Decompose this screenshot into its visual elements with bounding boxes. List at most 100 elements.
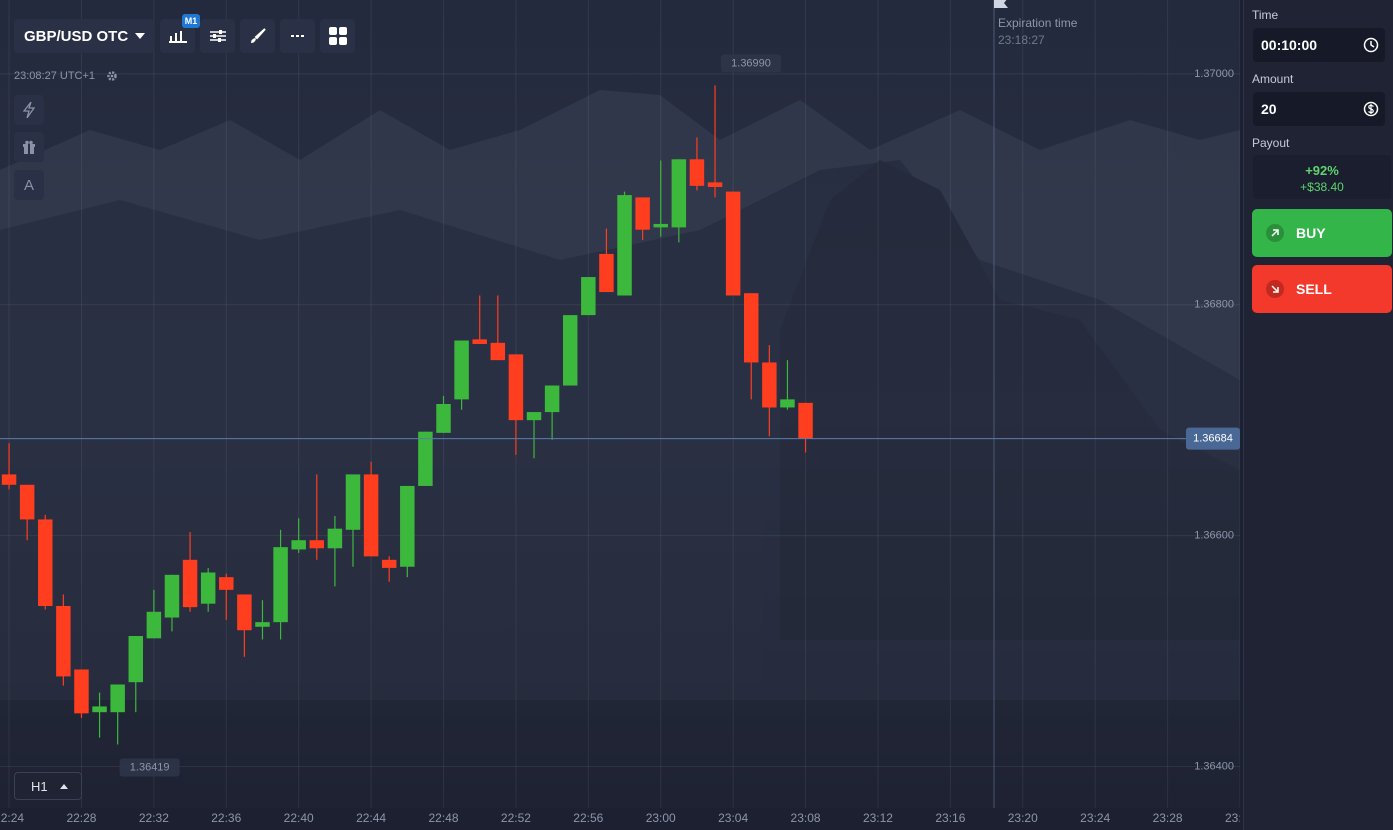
candle-body [472, 339, 487, 344]
candle-body [219, 577, 234, 590]
x-tick-label: 23:24 [1080, 811, 1110, 825]
x-tick-label: 23:32 [1225, 811, 1240, 825]
x-tick-label: 23:28 [1153, 811, 1183, 825]
candle-body [617, 195, 632, 296]
quick-trade-tool[interactable] [14, 95, 44, 125]
amount-input[interactable]: 20 [1253, 92, 1385, 126]
candle-body [92, 706, 107, 713]
candle-body [182, 559, 198, 608]
sell-icon [1266, 280, 1284, 298]
x-tick-label: 22:36 [211, 811, 241, 825]
candle-body [454, 340, 469, 400]
time-input[interactable]: 00:10:00 [1253, 28, 1385, 62]
expiration-label: Expiration time [998, 16, 1078, 30]
candle-body [164, 574, 180, 618]
buy-icon [1266, 224, 1284, 242]
time-axis-band [0, 808, 1240, 830]
x-tick-label: 22:32 [139, 811, 169, 825]
x-tick-label: 23:16 [935, 811, 965, 825]
dropdown-caret [135, 33, 146, 39]
payout-amount: +$38.40 [1300, 180, 1344, 194]
candle-body [707, 182, 723, 187]
sell-button[interactable]: SELL [1252, 265, 1392, 313]
clock-icon [1363, 37, 1379, 53]
bonus-tool[interactable] [14, 132, 44, 162]
candle-body [381, 559, 397, 568]
x-tick-label: 22:56 [573, 811, 603, 825]
settings-icon[interactable] [107, 71, 117, 81]
candles [1, 85, 813, 745]
candle-body [1, 474, 17, 485]
candle-body [74, 669, 89, 714]
x-tick-label: 22:40 [284, 811, 314, 825]
buy-text: BUY [1296, 225, 1326, 241]
mountain-backdrop [0, 90, 1240, 700]
candle-body [744, 293, 759, 363]
sell-text: SELL [1296, 281, 1332, 297]
y-tick-label: 1.36600 [1194, 529, 1234, 541]
interval-selector[interactable]: H1 [14, 772, 82, 800]
candle-body [508, 354, 524, 421]
icon [168, 31, 187, 43]
more-button[interactable] [280, 19, 315, 53]
x-tick-label: 22:48 [428, 811, 458, 825]
buy-button[interactable]: BUY [1252, 209, 1392, 257]
current-price-badge [1186, 427, 1240, 450]
candle-body [255, 622, 270, 627]
x-tick-label: 23:00 [646, 811, 676, 825]
pair-selector[interactable]: GBP/USD OTC [14, 19, 154, 53]
x-tick-label: 23:20 [1008, 811, 1038, 825]
icon [290, 35, 304, 37]
candle-body [128, 636, 144, 683]
candle-body [146, 611, 162, 639]
payout-label: Payout [1252, 136, 1290, 150]
expiration-flag [994, 0, 1008, 8]
amount-value: 20 [1261, 101, 1277, 117]
icon [23, 140, 35, 154]
currency-icon [1363, 101, 1379, 117]
icon [328, 27, 347, 45]
candle-body [544, 385, 560, 413]
candle-body [689, 159, 705, 186]
candle-body [653, 223, 668, 228]
chart: Expiration time 23:18:27 22:24 22:28 22:32… [0, 0, 1240, 830]
icon [250, 28, 266, 43]
candle-body [19, 484, 35, 520]
candle-body [237, 594, 252, 631]
timeframe-badge: M1 [182, 14, 200, 28]
x-tick-label: 23:04 [718, 811, 748, 825]
candle-body [436, 404, 451, 433]
min-price-badge [119, 758, 180, 777]
layout-button[interactable] [320, 19, 355, 53]
candle-body [562, 315, 578, 386]
candle-body [418, 431, 433, 486]
candle-body [671, 159, 687, 228]
time-label: Time [1252, 8, 1279, 22]
candle-body [56, 606, 71, 677]
expiration-time: 23:18:27 [998, 33, 1045, 47]
server-clock: 23:08:27 UTC+1 [14, 70, 117, 82]
trade-panel [1243, 0, 1393, 830]
candle-body [526, 412, 542, 421]
payout-box: +92% +$38.40 [1253, 155, 1391, 199]
current-price-label: 1.36684 [1193, 433, 1233, 445]
amount-label: Amount [1252, 72, 1294, 86]
candle-body [200, 572, 216, 604]
candle-body [490, 342, 506, 361]
drawing-button[interactable] [240, 19, 275, 53]
candle-body [345, 474, 361, 530]
candle-body [400, 485, 415, 567]
candle-body [725, 191, 741, 296]
indicators-button[interactable] [200, 19, 235, 53]
x-tick-label: 23:12 [863, 811, 893, 825]
candle-body [798, 402, 813, 439]
min-price-label: 1.36419 [130, 761, 170, 773]
text-tool[interactable]: A [14, 170, 44, 200]
candle-body [780, 399, 795, 408]
y-tick-label: 1.37000 [1194, 68, 1234, 80]
payout-percent: +92% [1305, 163, 1339, 178]
candle-body [110, 684, 125, 713]
y-tick-label: 1.36400 [1194, 760, 1234, 772]
candle-body [38, 519, 53, 606]
icon [23, 102, 35, 118]
